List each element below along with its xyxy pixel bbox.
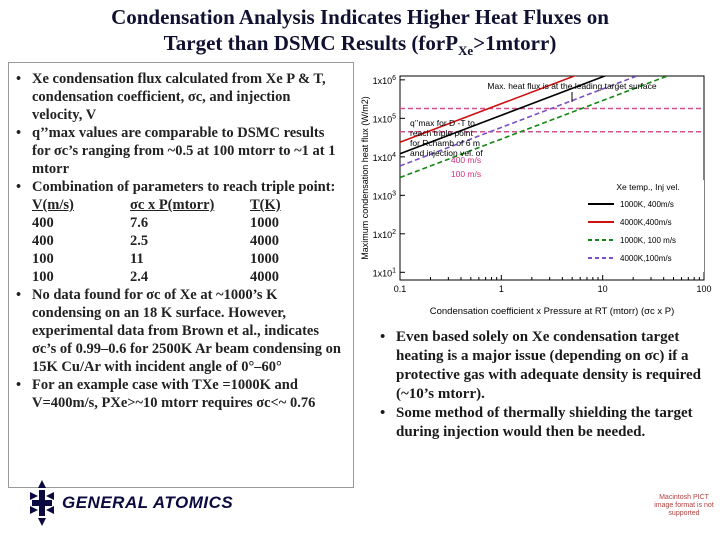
general-atomics-logo-icon [30,480,54,526]
annotation-100: 100 m/s [451,169,481,179]
legend-label: 1000K, 400m/s [620,200,674,209]
table-header-cell: V(m/s) [32,197,74,213]
bullet-triple-point: Combination of parameters to reach tripl… [14,178,344,196]
title-line-2-p: P [445,31,459,55]
table-header-cell: σc x P(mtorr) [130,197,215,213]
bullet-qmax-comparison: q’’max values are comparable to DSMC res… [14,124,344,178]
table-cell: 7.6 [130,215,149,231]
table-row: 100 11 1000 [32,250,344,268]
annotation-top: Max. heat flux is at the leading target … [487,81,656,91]
bullet-condensation-flux: Xe condensation flux calculated from Xe … [14,70,344,124]
right-bullets: Even based solely on Xe condensation tar… [380,328,716,442]
legend-box [582,180,704,272]
x-tick-label: 10 [598,284,608,294]
x-tick-label: 0.1 [394,284,407,294]
table-cell: 400 [32,215,54,231]
table-cell: 400 [32,233,54,249]
y-tick-label: 1x105 [373,113,397,124]
annotation-400: 400 m/s [451,155,481,165]
title-line-2-pre: Target than DSMC Results (for [163,31,446,55]
bullet-target-heating: Even based solely on Xe condensation tar… [380,328,716,404]
bullet-thermal-shielding: Some method of thermally shielding the t… [380,404,716,442]
slide-title: Condensation Analysis Indicates Higher H… [0,4,720,64]
title-line-2-sub: Xe [458,43,474,59]
bullet-example-case: For an example case with TXe =1000K and … [14,376,344,412]
y-axis-label: Maximum condensation heat flux (W/m2) [360,96,370,260]
y-tick-label: 1x103 [373,190,397,201]
title-line-2-post: >1mtorr) [473,31,557,55]
heat-flux-chart-svg: 1x101 1x102 1x103 1x104 1x105 1x106 0.1 1 10 100 M… [360,75,712,317]
x-tick-label: 100 [696,284,711,294]
table-header-cell: T(K) [250,197,281,213]
table-cell: 4000 [250,233,279,249]
legend-title: Xe temp., Inj vel. [616,182,679,192]
table-row: 400 7.6 1000 [32,214,344,232]
pict-watermark: Macintosh PICT image format is not suppo… [654,494,714,517]
legend-label: 4000K,100m/s [620,254,672,263]
table-row: 100 2.4 4000 [32,268,344,286]
table-cell: 11 [130,251,144,267]
y-tick-label: 1x104 [373,152,397,163]
table-cell: 100 [32,251,54,267]
heat-flux-chart: 1x101 1x102 1x103 1x104 1x105 1x106 0.1 1 10 100 M… [356,58,714,322]
logo-text: GENERAL ATOMICS [62,493,234,512]
legend-label: 4000K,400m/s [620,218,672,227]
x-tick-label: 1 [499,284,504,294]
y-tick-label: 1x102 [373,229,397,240]
table-cell: 2.5 [130,233,149,249]
title-line-2: Target than DSMC Results (forPXe>1mtorr) [0,30,720,64]
parameter-table: V(m/s) σc x P(mtorr) T(K) 400 7.6 1000 4… [32,196,344,286]
bullet-no-data: No data found for σc of Xe at ~1000’s K … [14,286,344,376]
annotation-qmax: q’’max for D -T to reach triple point for … [410,118,483,158]
y-tick-label: 1x106 [373,75,397,86]
series-line [400,76,670,179]
series-line [400,76,608,155]
y-tick-label: 1x101 [373,267,397,278]
left-bullets: Xe condensation flux calculated from Xe … [14,70,344,412]
table-cell: 100 [32,269,54,285]
table-cell: 1000 [250,251,279,267]
table-row: 400 2.5 4000 [32,232,344,250]
legend-label: 1000K, 100 m/s [620,236,676,245]
table-cell: 2.4 [130,269,149,285]
series-line [400,76,577,143]
table-cell: 1000 [250,215,279,231]
title-line-1: Condensation Analysis Indicates Higher H… [111,5,609,29]
x-axis-label: Condensation coefficient x Pressure at R… [430,306,675,317]
table-cell: 4000 [250,269,279,285]
table-header: V(m/s) σc x P(mtorr) T(K) [32,196,344,214]
series-line [400,76,640,167]
